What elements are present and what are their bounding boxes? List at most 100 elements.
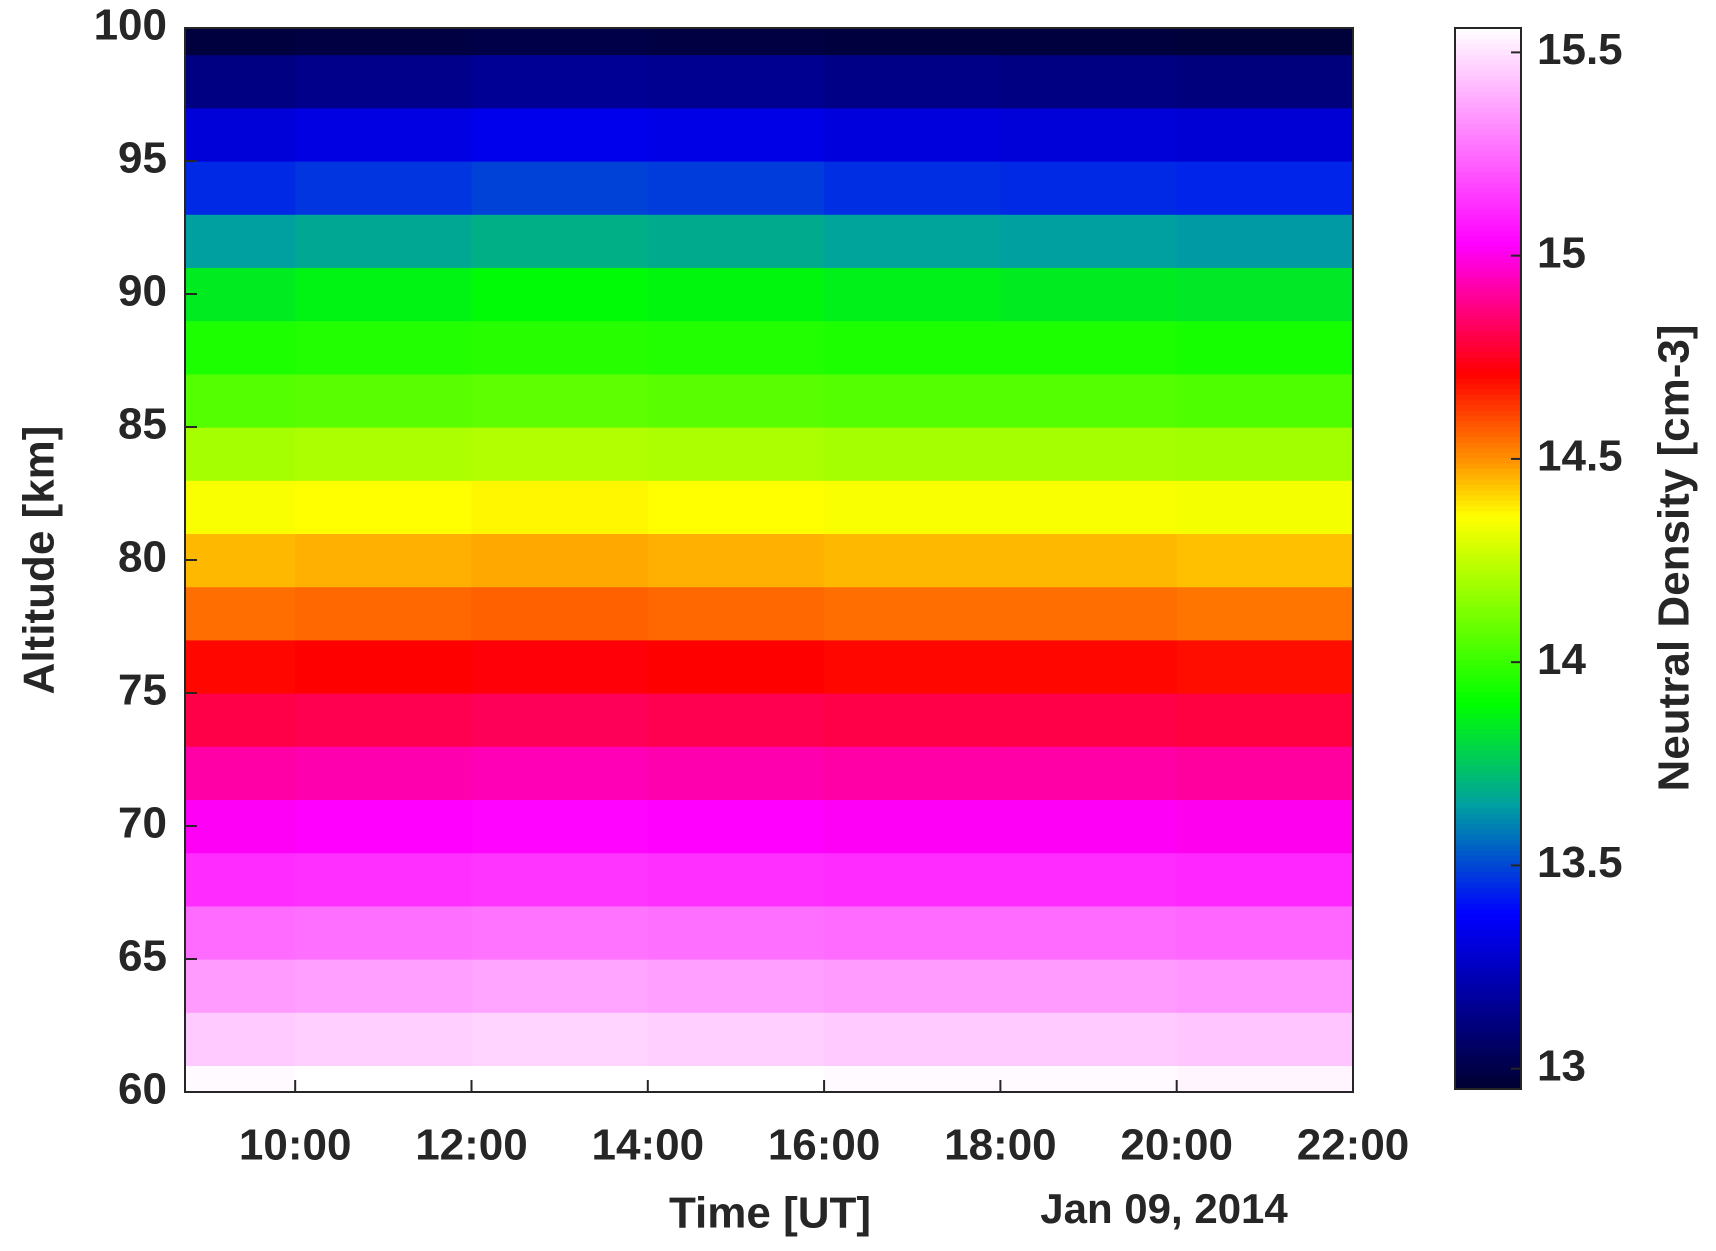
colorbar-swatch xyxy=(1455,86,1521,93)
colorbar-swatch xyxy=(1455,643,1521,650)
colorbar-swatch xyxy=(1455,935,1521,942)
heatmap-cell xyxy=(471,54,649,109)
heatmap-cell xyxy=(1176,161,1354,215)
colorbar-swatch xyxy=(1455,208,1521,215)
heatmap-cell xyxy=(471,905,649,960)
colorbar-swatch xyxy=(1455,330,1521,337)
colorbar-swatch xyxy=(1455,218,1521,225)
colorbar-swatch xyxy=(1455,134,1521,141)
colorbar-swatch xyxy=(1455,961,1521,968)
colorbar-swatch xyxy=(1455,760,1521,766)
heatmap-cell xyxy=(295,1012,473,1066)
heatmap-cell xyxy=(471,267,649,322)
colorbar-swatch xyxy=(1455,521,1521,528)
colorbar-swatch xyxy=(1455,553,1521,560)
colorbar-swatch xyxy=(1455,818,1521,825)
heatmap-cell xyxy=(1176,107,1354,162)
colorbar-swatch xyxy=(1455,664,1521,671)
heatmap-cell xyxy=(471,639,649,694)
colorbar-swatch xyxy=(1455,776,1521,782)
colorbar-swatch xyxy=(1455,187,1521,194)
colorbar-swatch xyxy=(1455,945,1521,952)
heatmap-cell xyxy=(647,161,825,215)
heatmap-cell xyxy=(824,639,1001,694)
colorbar-swatch xyxy=(1455,325,1521,331)
heatmap-cell xyxy=(295,639,473,694)
colorbar-swatch xyxy=(1455,473,1521,480)
colorbar-swatch xyxy=(1455,340,1521,347)
colorbar-swatch xyxy=(1455,192,1521,199)
colorbar-swatch xyxy=(1455,107,1521,114)
colorbar-swatch xyxy=(1455,447,1521,453)
heatmap-cell xyxy=(647,1065,825,1093)
heatmap-cell xyxy=(295,214,473,268)
heatmap-cell xyxy=(647,959,825,1013)
heatmap-cell xyxy=(824,693,1001,747)
heatmap-cell xyxy=(647,852,825,907)
heatmap-cell xyxy=(185,746,296,800)
heatmap-cell xyxy=(1176,1012,1354,1066)
colorbar-swatch xyxy=(1455,356,1521,363)
heatmap-cell xyxy=(185,267,296,322)
heatmap-cell xyxy=(1000,107,1178,162)
x-tick-label: 14:00 xyxy=(592,1121,705,1170)
colorbar-swatch xyxy=(1455,839,1521,846)
heatmap-cell xyxy=(824,320,1001,375)
colorbar-swatch xyxy=(1455,229,1521,236)
colorbar-swatch xyxy=(1455,171,1521,178)
colorbar-swatch xyxy=(1455,33,1521,40)
colorbar-swatch xyxy=(1455,786,1521,793)
heatmap-cell xyxy=(1176,533,1354,588)
colorbar-swatch xyxy=(1455,563,1521,570)
heatmap-cell xyxy=(1000,1012,1178,1066)
colorbar-swatch xyxy=(1455,632,1521,639)
colorbar-swatch xyxy=(1455,266,1521,273)
colorbar-swatch xyxy=(1455,287,1521,294)
colorbar-swatch xyxy=(1455,165,1521,172)
colorbar-swatch xyxy=(1455,871,1521,878)
colorbar-swatch xyxy=(1455,54,1521,61)
heatmap-cell xyxy=(647,1012,825,1066)
colorbar-swatch xyxy=(1455,569,1521,576)
colorbar-swatch xyxy=(1455,282,1521,289)
colorbar-swatch xyxy=(1455,616,1521,623)
colorbar-swatch xyxy=(1455,1083,1521,1090)
heatmap-cell xyxy=(647,905,825,960)
heatmap-cell xyxy=(185,1065,296,1093)
colorbar-tick-label: 15 xyxy=(1537,228,1586,277)
heatmap-cell xyxy=(824,959,1001,1013)
colorbar-swatch xyxy=(1455,59,1521,66)
colorbar-swatch xyxy=(1455,1030,1521,1037)
colorbar-swatch xyxy=(1455,500,1521,507)
colorbar-swatch xyxy=(1455,298,1521,305)
colorbar-swatch xyxy=(1455,929,1521,936)
heatmap-cell xyxy=(1000,320,1178,375)
heatmap-cell xyxy=(824,1012,1001,1066)
colorbar-swatch xyxy=(1455,791,1521,798)
heatmap-cell xyxy=(824,852,1001,907)
colorbar-swatch xyxy=(1455,860,1521,867)
colorbar-swatch xyxy=(1455,1046,1521,1053)
colorbar-tick-label: 13.5 xyxy=(1537,838,1623,887)
colorbar-swatch xyxy=(1455,829,1521,835)
heatmap-cell xyxy=(824,799,1001,854)
colorbar-swatch xyxy=(1455,653,1521,660)
heatmap-cell xyxy=(1000,28,1178,56)
colorbar-frame xyxy=(1454,27,1522,1090)
colorbar-swatch xyxy=(1455,685,1521,692)
heatmap-cell xyxy=(1000,693,1178,747)
colorbar-swatch xyxy=(1455,951,1521,957)
colorbar-swatch xyxy=(1455,250,1521,257)
colorbar-swatch xyxy=(1455,622,1521,629)
heatmap-cell xyxy=(824,161,1001,215)
colorbar-swatch xyxy=(1455,1078,1521,1085)
colorbar-swatch xyxy=(1455,924,1521,931)
colorbar-swatch xyxy=(1455,542,1521,549)
colorbar-swatch xyxy=(1455,574,1521,581)
colorbar-swatch xyxy=(1455,516,1521,522)
heatmap-cell xyxy=(647,533,825,588)
colorbar-swatch xyxy=(1455,1062,1521,1069)
colorbar-swatch xyxy=(1455,112,1521,119)
heatmap-cell xyxy=(1000,852,1178,907)
colorbar-swatch xyxy=(1455,224,1521,231)
